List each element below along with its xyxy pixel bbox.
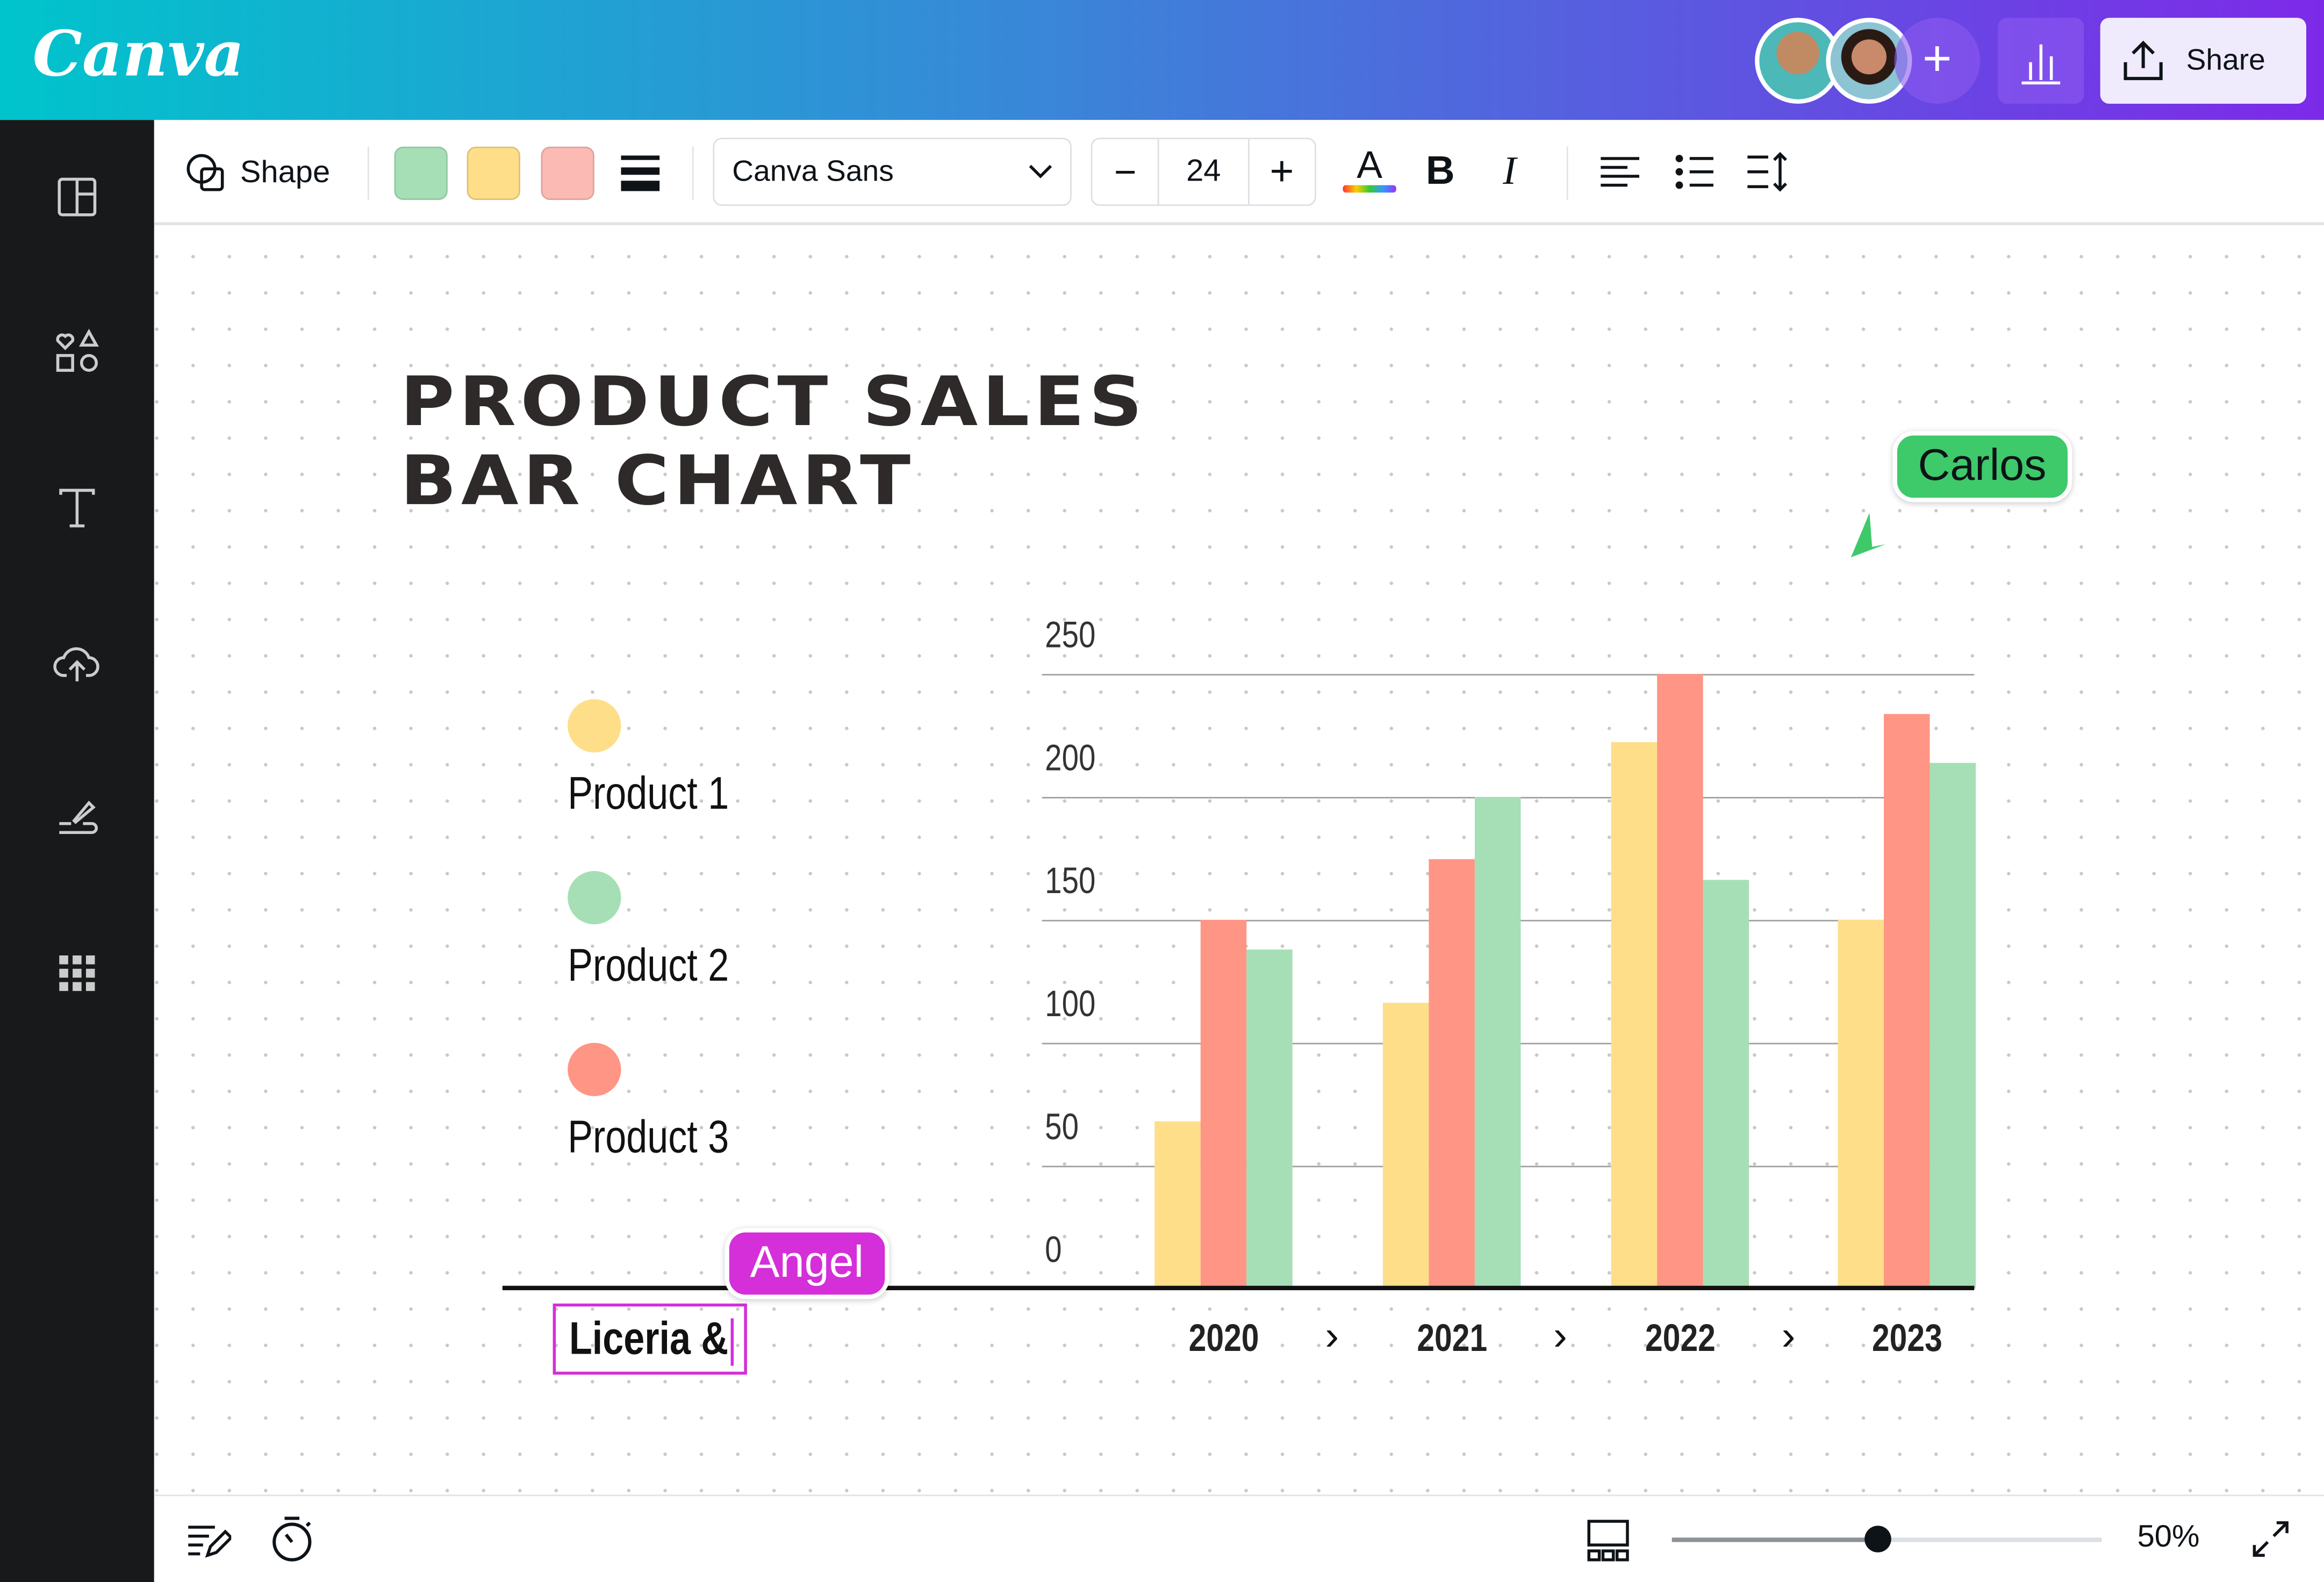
text-icon[interactable] bbox=[51, 481, 104, 535]
bar bbox=[1884, 713, 1930, 1289]
upload-icon bbox=[2124, 40, 2163, 81]
bar bbox=[1838, 919, 1884, 1289]
color-swatch-yellow[interactable] bbox=[467, 146, 520, 200]
y-tick-label: 200 bbox=[1045, 737, 1096, 779]
font-family-dropdown[interactable]: Canva Sans bbox=[713, 138, 1072, 206]
text-edit-box[interactable]: Liceria & bbox=[553, 1303, 747, 1375]
bar bbox=[1429, 858, 1475, 1289]
fullscreen-icon[interactable] bbox=[2251, 1520, 2290, 1558]
apps-grid-icon[interactable] bbox=[51, 946, 104, 999]
bar bbox=[1474, 797, 1521, 1289]
page-view-icon[interactable] bbox=[1586, 1519, 1631, 1563]
y-tick-label: 0 bbox=[1045, 1229, 1062, 1271]
x-tick-label: 2023 bbox=[1871, 1315, 1942, 1360]
cursor-arrow-icon bbox=[1845, 506, 1904, 563]
text-caret bbox=[730, 1318, 734, 1366]
title-line-1: PRODUCT SALES bbox=[400, 362, 1147, 442]
bar bbox=[1657, 674, 1703, 1289]
cloud-upload-icon[interactable] bbox=[51, 637, 104, 690]
timer-icon[interactable] bbox=[270, 1514, 314, 1564]
legend-dot-product-3 bbox=[568, 1042, 621, 1096]
collaborator-cursor-label-carlos: Carlos bbox=[1892, 431, 2072, 502]
shape-label: Shape bbox=[240, 155, 331, 189]
font-name: Canva Sans bbox=[732, 155, 894, 188]
y-tick-label: 100 bbox=[1045, 983, 1096, 1025]
bar bbox=[1200, 919, 1247, 1289]
zoom-level[interactable]: 50% bbox=[2137, 1520, 2200, 1554]
x-axis-line bbox=[502, 1285, 1975, 1290]
color-swatch-green[interactable] bbox=[394, 146, 448, 200]
share-button[interactable]: Share bbox=[2100, 18, 2306, 104]
bold-button[interactable]: B bbox=[1425, 148, 1455, 193]
bar bbox=[1154, 1121, 1201, 1289]
legend-label: Product 1 bbox=[568, 767, 729, 819]
zoom-slider-fill bbox=[1672, 1537, 1878, 1542]
divider bbox=[692, 146, 694, 200]
y-tick-label: 250 bbox=[1045, 614, 1096, 657]
chevron-down-icon bbox=[1029, 164, 1052, 178]
draw-icon[interactable] bbox=[51, 791, 104, 844]
line-spacing-icon[interactable] bbox=[1746, 151, 1791, 192]
collaborator-cursor-label-angel: Angel bbox=[725, 1228, 889, 1299]
legend-label: Product 3 bbox=[568, 1111, 729, 1163]
text-color-button[interactable]: A bbox=[1343, 142, 1396, 193]
title-line-2: BAR CHART bbox=[400, 441, 915, 521]
align-left-icon[interactable] bbox=[1599, 154, 1641, 190]
share-label: Share bbox=[2186, 44, 2265, 76]
bar bbox=[1611, 743, 1658, 1289]
gridline bbox=[1042, 674, 1975, 676]
editing-text[interactable]: Liceria & bbox=[569, 1312, 729, 1364]
zoom-slider-handle[interactable] bbox=[1864, 1526, 1892, 1552]
border-weight-icon[interactable] bbox=[620, 153, 661, 194]
insights-button[interactable] bbox=[1998, 18, 2084, 104]
legend-dot-product-1 bbox=[568, 699, 621, 753]
chevron-right-icon: › bbox=[1553, 1312, 1567, 1358]
color-bar bbox=[1343, 185, 1396, 193]
shape-button[interactable]: Shape bbox=[184, 120, 330, 225]
bar bbox=[1246, 949, 1293, 1289]
italic-button[interactable]: I bbox=[1503, 148, 1517, 193]
footer-bar: 50% bbox=[154, 1494, 2324, 1582]
canva-logo[interactable]: Canva bbox=[32, 18, 245, 91]
sidebar bbox=[0, 120, 154, 1582]
bar bbox=[1930, 762, 1976, 1289]
x-tick-label: 2022 bbox=[1645, 1315, 1716, 1360]
layout-icon[interactable] bbox=[51, 170, 104, 224]
shape-icon bbox=[187, 153, 224, 191]
font-size-stepper: − 24 + bbox=[1091, 138, 1316, 206]
bar bbox=[1382, 1003, 1429, 1289]
add-collaborator-button[interactable]: + bbox=[1894, 18, 1981, 104]
divider bbox=[1566, 146, 1568, 200]
chevron-right-icon: › bbox=[1781, 1312, 1796, 1358]
chevron-right-icon: › bbox=[1325, 1312, 1339, 1358]
bar bbox=[1703, 880, 1749, 1289]
decrease-font-size-button[interactable]: − bbox=[1114, 149, 1137, 195]
elements-icon[interactable] bbox=[51, 326, 104, 379]
chart-title: PRODUCT SALES BAR CHART bbox=[400, 362, 1147, 520]
bullet-list-icon[interactable] bbox=[1673, 154, 1715, 190]
toolbar: Shape Canva Sans − 24 + A B I bbox=[154, 120, 2324, 226]
increase-font-size-button[interactable]: + bbox=[1269, 148, 1294, 195]
y-tick-label: 50 bbox=[1045, 1106, 1079, 1148]
top-bar: Canva + Share bbox=[0, 0, 2324, 120]
legend-dot-product-2 bbox=[568, 871, 621, 925]
x-tick-label: 2020 bbox=[1188, 1315, 1259, 1360]
y-tick-label: 150 bbox=[1045, 860, 1096, 902]
notes-icon[interactable] bbox=[187, 1520, 232, 1561]
bar-chart-icon bbox=[2021, 44, 2061, 85]
x-tick-label: 2021 bbox=[1417, 1315, 1488, 1360]
zoom-slider[interactable] bbox=[1672, 1526, 2102, 1552]
color-swatch-pink[interactable] bbox=[541, 146, 594, 200]
font-size-input[interactable]: 24 bbox=[1158, 139, 1249, 205]
divider bbox=[367, 146, 369, 200]
text-color-icon: A bbox=[1357, 142, 1383, 187]
legend-label: Product 2 bbox=[568, 939, 729, 991]
